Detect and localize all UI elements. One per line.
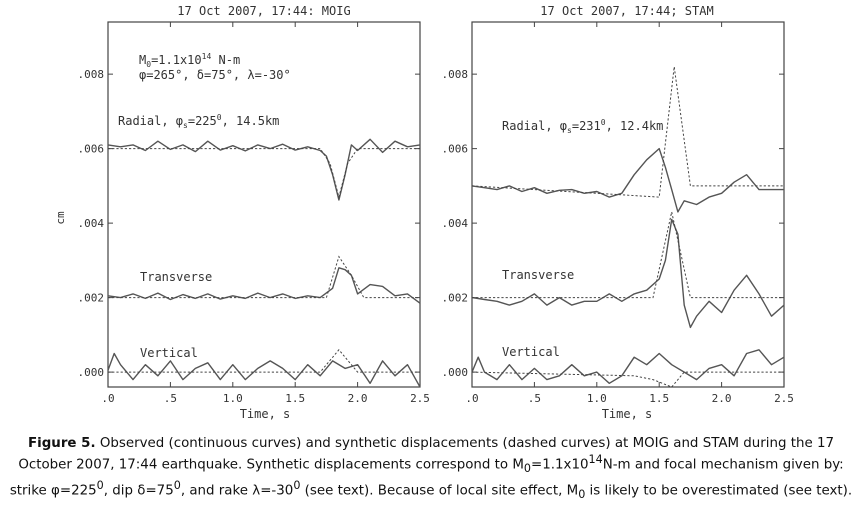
stam-radial-label: Radial, φs=2310, 12.4km [502,118,663,135]
stam-y-tick-label: .004 [442,217,469,230]
stam-transverse-label: Transverse [502,268,574,282]
caption-text: , dip δ=75 [103,483,174,499]
moig-transverse-label: Transverse [140,270,212,284]
caption-label: Figure 5. [27,436,96,451]
caption-text: Observed (continuous curves) and synthet… [18,436,835,473]
stam-title: 17 Oct 2007, 17:44; STAM [540,4,713,18]
moig-panel: 17 Oct 2007, 17:44: MOIG M0=1.1x1014 N-m… [54,4,430,421]
stam-x-tick-label: 1.0 [587,392,607,405]
stam-x-tick-label: 2.0 [712,392,732,405]
stam-vertical-synthetic-curve [471,371,784,388]
stam-axes: .000 .002 .004 .006 .008 .0 .5 1.0 1.5 2.0 2.5 [442,22,794,405]
moig-frame [107,21,421,388]
stam-panel: 17 Oct 2007, 17:44; STAM Radial, φs=2310… [442,4,794,421]
moig-x-tick-label: .5 [164,392,177,405]
moig-x-tick-label: 2.5 [410,392,430,405]
moig-vertical-synthetic-curve [108,349,420,373]
figure-caption: Figure 5. Observed (continuous curves) a… [2,436,860,503]
caption-sub: 0 [523,462,532,476]
stam-transverse-observed-curve [471,218,785,329]
caption-text: , and rake λ=-30 [180,483,294,499]
moig-transverse-synthetic-curve [108,255,420,299]
moig-radial-synthetic-curve [108,148,420,200]
moig-axes: .000 .002 .004 .006 .008 .0 .5 1.0 1.5 2.0 2.5 [78,22,430,405]
moig-moment-label: M0=1.1x1014 N-m [139,52,240,69]
moig-y-tick-label: .002 [78,292,105,305]
stam-y-tick-label: .006 [442,143,469,156]
caption-sub: 0 [578,487,586,501]
stam-frame [471,21,785,388]
stam-x-tick-label: .0 [465,392,478,405]
y-axis-label: cm [54,211,67,225]
moig-vertical-observed-curve [107,352,421,388]
caption-text: is likely to be overestimated (see text)… [585,483,853,499]
moig-y-tick-label: .000 [78,366,105,379]
moig-mechanism-label: φ=265°, δ=75°, λ=-30° [139,68,291,82]
stam-x-tick-label: .5 [528,392,541,405]
stam-x-tick-label: 2.5 [774,392,794,405]
moig-x-tick-label: 1.0 [223,392,243,405]
caption-sup: 0 [293,478,301,492]
caption-sup: 0 [173,478,181,492]
moig-radial-label: Radial, φs=2250, 14.5km [118,113,279,130]
moig-vertical-label: Vertical [140,346,198,360]
stam-transverse-synthetic-curve [472,211,784,299]
stam-radial-observed-curve [471,147,784,213]
stam-x-tick-label: 1.5 [649,392,669,405]
stam-y-tick-label: .000 [442,366,469,379]
stam-x-axis-label: Time, s [602,407,653,421]
stam-y-tick-label: .002 [442,292,469,305]
moig-y-tick-label: .004 [78,217,105,230]
figure: 17 Oct 2007, 17:44: MOIG M0=1.1x1014 N-m… [54,4,794,421]
stam-y-tick-label: .008 [442,68,469,81]
moig-x-axis-label: Time, s [240,407,291,421]
moig-title: 17 Oct 2007, 17:44: MOIG [177,4,350,18]
caption-text: =1.1x10 [531,457,589,473]
caption-sup: 14 [588,453,603,467]
moig-plot [107,138,421,388]
moig-radial-observed-curve [107,138,421,201]
moig-x-tick-label: .0 [101,392,114,405]
stam-vertical-label: Vertical [502,345,560,359]
caption-sup: 0 [96,478,104,492]
moig-y-tick-label: .006 [78,143,105,156]
caption-text: N-m and focal mechanism given by: strike… [9,457,844,499]
moig-transverse-observed-curve [107,267,421,304]
caption-text: (see text). Because of local site effect… [300,483,579,499]
moig-x-tick-label: 1.5 [285,392,305,405]
moig-x-tick-label: 2.0 [348,392,368,405]
moig-y-tick-label: .008 [78,68,105,81]
stam-plot [471,66,785,388]
